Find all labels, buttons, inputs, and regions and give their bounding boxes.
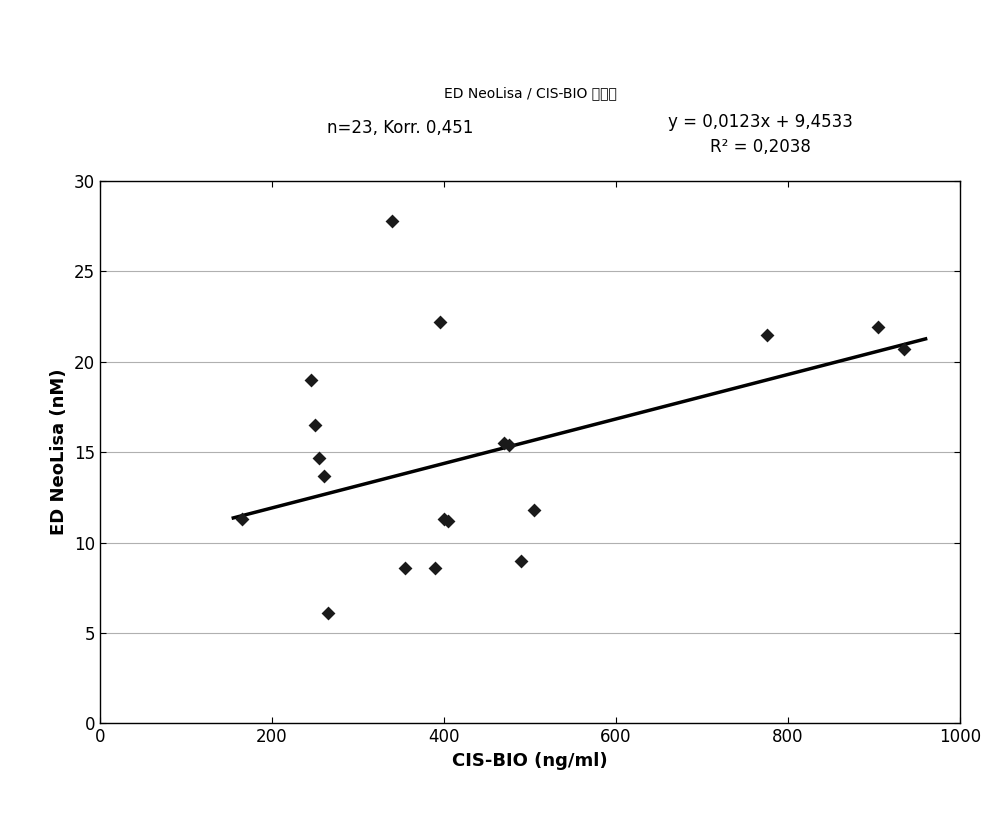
Point: [432, 316, 448, 329]
Text: y = 0,0123x + 9,4533: y = 0,0123x + 9,4533: [668, 113, 852, 132]
Point: [526, 503, 542, 516]
Point: [384, 214, 400, 227]
Point: [311, 451, 327, 464]
Point: [759, 328, 775, 341]
Point: [870, 321, 886, 334]
Point: [234, 512, 250, 525]
X-axis label: CIS-BIO (ng/ml): CIS-BIO (ng/ml): [452, 752, 608, 769]
Point: [320, 607, 336, 620]
Point: [436, 512, 452, 525]
Point: [496, 436, 512, 450]
Text: R² = 0,2038: R² = 0,2038: [710, 138, 810, 156]
Text: n=23, Korr. 0,451: n=23, Korr. 0,451: [327, 119, 473, 137]
Point: [440, 515, 456, 528]
Point: [307, 418, 323, 432]
Point: [501, 438, 517, 451]
Point: [316, 469, 332, 483]
Point: [427, 561, 443, 575]
Point: [397, 561, 413, 575]
Point: [896, 343, 912, 356]
Title: ED NeoLisa / CIS-BIO 相关性: ED NeoLisa / CIS-BIO 相关性: [444, 86, 616, 100]
Y-axis label: ED NeoLisa (nM): ED NeoLisa (nM): [50, 369, 68, 535]
Point: [513, 554, 529, 567]
Point: [303, 373, 319, 386]
